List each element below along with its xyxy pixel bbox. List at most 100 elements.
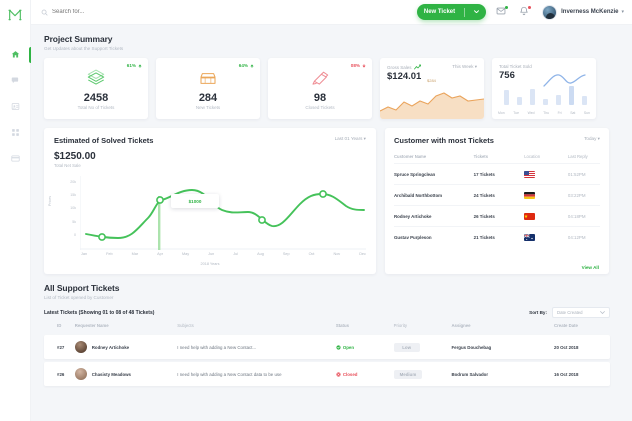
- stat-value: 98: [313, 92, 327, 104]
- table-row[interactable]: Spruce Springclean 17 Tickets 01:52PM: [394, 163, 600, 184]
- flag-icon-united-states: [524, 170, 568, 178]
- x-tick: Mar: [131, 252, 139, 256]
- table-row[interactable]: Archibald Northbottom 24 Tickets 03:22PM: [394, 184, 600, 205]
- priority-cell: Low: [393, 342, 452, 352]
- day-label: Thu: [543, 111, 549, 115]
- chart-title: Estimated of Solved Tickets: [54, 136, 154, 145]
- solved-tickets-chart-card: Estimated of Solved Tickets Last 01 Year…: [44, 128, 376, 274]
- ticket-create-date: 20 Oct 2018: [554, 344, 579, 350]
- chevron-down-icon: [474, 9, 480, 15]
- day-label: Fri: [557, 111, 562, 115]
- tickets-sold-value: 756: [499, 70, 515, 81]
- day-label: Wed: [527, 111, 535, 115]
- customer-tickets: 17 Tickets: [473, 171, 495, 177]
- home-icon: [11, 46, 20, 64]
- grid-icon: [11, 124, 20, 142]
- notifications-button[interactable]: [516, 4, 532, 20]
- ticket-requester: Rodney Artichoke: [74, 341, 178, 353]
- support-title: All Support Tickets: [44, 283, 120, 293]
- status-badge: Closed: [336, 372, 394, 377]
- table-row[interactable]: #26 Chasisty Meadows I need help with ad…: [44, 362, 610, 386]
- user-menu-caret-icon[interactable]: ▾: [621, 9, 624, 15]
- search-icon: [41, 3, 48, 21]
- y-tick: 15k: [70, 193, 76, 198]
- ticket-subject: I need help with adding a New Contact da…: [177, 371, 282, 377]
- customer-name: Spruce Springclean: [394, 171, 436, 177]
- arrow-up-icon: [250, 63, 254, 68]
- sidebar-item-home[interactable]: [0, 42, 31, 68]
- stat-percent-value: 61%: [126, 63, 136, 68]
- customer-last-reply: 04:12PM: [567, 234, 586, 240]
- column-header: Assignee: [451, 323, 471, 328]
- arrow-down-icon: [362, 63, 366, 68]
- column-header: Status: [335, 323, 349, 328]
- gross-sales-label-text: Gross Sales: [387, 64, 412, 70]
- ticket-assignee: Bodrum Salvador: [451, 371, 489, 377]
- flag-icon-china: [524, 212, 568, 220]
- stat-value: 2458: [83, 92, 109, 104]
- main-content: Project Summary Get Updates about the Su…: [31, 25, 632, 421]
- user-name: Inverness McKenzie: [561, 9, 619, 15]
- mail-badge: [505, 6, 509, 9]
- stats-row: 61% 2458 Total No of Tickets 64%: [44, 58, 610, 119]
- chart-range-filter-text: Last 01 Years: [334, 136, 363, 141]
- y-tick: 10k: [70, 206, 76, 211]
- table-row[interactable]: #27 Rodney Artichoke I need help with ad…: [44, 335, 610, 359]
- flag-icon-australia: [524, 233, 568, 241]
- day-label: Tue: [513, 111, 519, 115]
- ticket-id: #27: [57, 344, 65, 350]
- customers-title: Customer with most Tickets: [394, 136, 494, 145]
- chart-tooltip: $1000: [171, 194, 219, 208]
- ticket-assignee: Fergus Douchebag: [451, 344, 492, 350]
- new-ticket-button[interactable]: New Ticket: [416, 4, 487, 20]
- latest-tickets-label: Latest Tickets (Showing 01 to 08 of 48 T…: [44, 309, 155, 316]
- support-tickets-section: All Support Tickets List of Ticket opene…: [44, 283, 610, 386]
- stat-card-closed-tickets: 08% 98 Closed Tickets: [268, 58, 372, 119]
- sidebar-item-messages[interactable]: [0, 68, 31, 94]
- sort-by-select[interactable]: Date Created: [552, 307, 610, 318]
- chart-range-filter[interactable]: Last 01 Years ▾: [334, 136, 366, 141]
- column-header: Last Reply: [567, 154, 588, 159]
- column-header: Subjects: [177, 323, 194, 328]
- priority-badge: Medium: [393, 369, 423, 379]
- x-tick: Feb: [106, 252, 113, 256]
- customer-tickets: 24 Tickets: [473, 192, 495, 198]
- x-tick: Aug: [257, 252, 264, 256]
- id-card-icon: [11, 98, 20, 116]
- app-logo[interactable]: [6, 6, 24, 24]
- status-badge: Open: [336, 345, 394, 350]
- customer-last-reply: 04:18PM: [567, 213, 586, 219]
- tickets-sold-label: Total Ticket Sold: [499, 64, 532, 69]
- closed-ticket-icon: [308, 66, 332, 90]
- search-box[interactable]: [41, 3, 417, 21]
- ticket-create-date: 16 Oct 2018: [554, 371, 579, 377]
- search-input[interactable]: [52, 9, 172, 15]
- status-text: Closed: [342, 371, 358, 377]
- avatar: [74, 341, 87, 353]
- table-row[interactable]: Rodney Artichoke 26 Tickets 04:18PM: [394, 205, 600, 226]
- sidebar-item-apps[interactable]: [0, 120, 31, 146]
- table-row[interactable]: Gustav Purpleson 21 Tickets 04:12PM: [394, 226, 600, 247]
- sidebar-item-contacts[interactable]: [0, 94, 31, 120]
- chart-y-axis-title: Prices: [48, 196, 52, 206]
- avatar[interactable]: [542, 4, 558, 20]
- sidebar: [0, 0, 31, 421]
- ticket-id: #26: [57, 371, 65, 377]
- new-ticket-icon: [196, 66, 220, 90]
- sidebar-item-billing[interactable]: [0, 146, 31, 172]
- chart-x-axis-title: 2018 Years: [200, 262, 220, 266]
- gross-sales-period[interactable]: This Week ▾: [452, 64, 477, 69]
- view-all-link[interactable]: View All: [581, 265, 599, 270]
- stat-percent: 64%: [239, 63, 254, 68]
- chart-y-axis: 20k 15k 10k 5k 0: [54, 180, 76, 246]
- ticket-requester-name: Rodney Artichoke: [91, 344, 130, 350]
- customers-filter[interactable]: Today ▾: [584, 136, 600, 141]
- stat-value: 284: [198, 92, 218, 104]
- chevron-down-icon: [600, 311, 605, 314]
- sort-controls: Sort By: Date Created: [529, 307, 610, 318]
- column-header: ID: [57, 323, 62, 328]
- new-ticket-label: New Ticket: [423, 9, 456, 15]
- stat-card-new-tickets: 64% 284 New Tickets: [156, 58, 260, 119]
- mail-button[interactable]: [493, 4, 509, 20]
- customer-last-reply: 03:22PM: [567, 192, 586, 198]
